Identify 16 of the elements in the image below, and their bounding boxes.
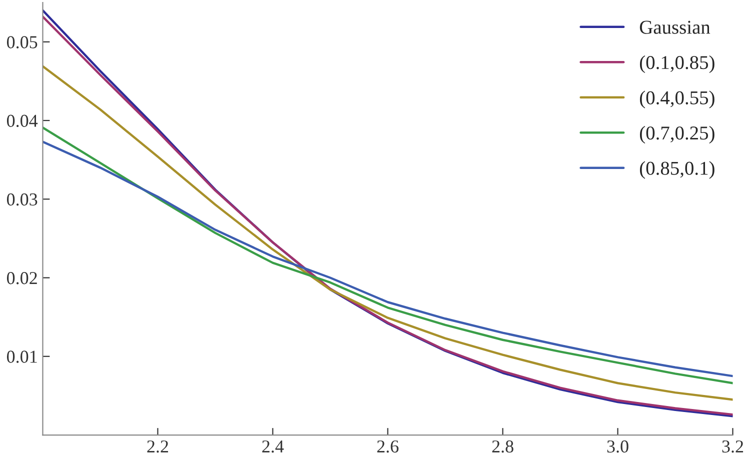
legend-label: Gaussian	[640, 20, 710, 34]
legend-label: (0.7,0.25)	[640, 126, 714, 144]
x-tick-label: 2.8	[492, 440, 514, 453]
y-tick-label: 0.03	[6, 193, 38, 206]
x-tick-label: 3.2	[722, 440, 744, 453]
x-tick-label: 3.0	[607, 440, 628, 453]
x-tick-label: 2.6	[377, 440, 398, 453]
x-tick-label: 2.4	[262, 440, 284, 453]
y-tick-label: 0.04	[6, 114, 38, 128]
legend-label: (0.4,0.55)	[640, 90, 714, 108]
legend-label: (0.85,0.1)	[640, 161, 714, 179]
y-tick-label: 0.01	[6, 350, 37, 363]
x-tick-label: 2.2	[147, 440, 168, 453]
y-tick-label: 0.02	[6, 272, 37, 284]
legend-label: (0.1,0.85)	[640, 55, 714, 74]
y-tick-label: 0.05	[6, 36, 38, 48]
